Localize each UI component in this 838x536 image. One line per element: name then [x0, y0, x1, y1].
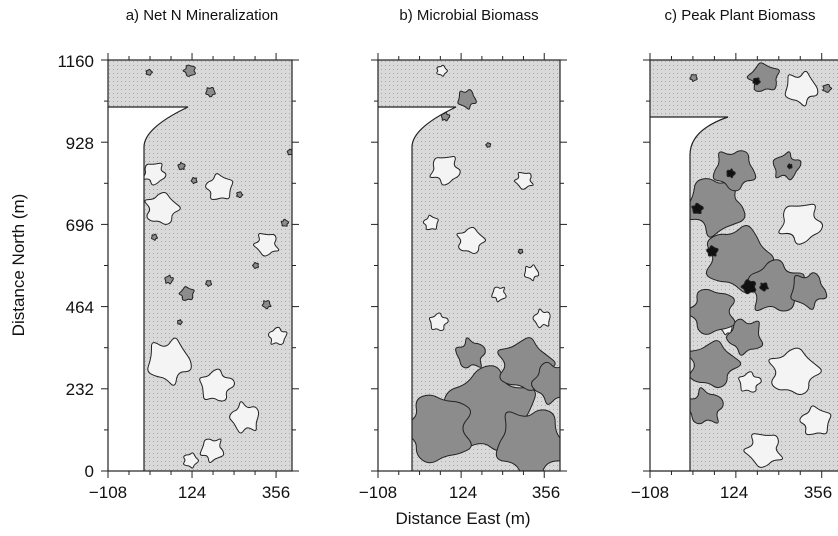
- contour-patch-dark: [712, 150, 757, 192]
- contour-patch-light: [422, 214, 439, 231]
- x-tick-label: 124: [178, 483, 206, 502]
- x-tick-label: 124: [449, 483, 477, 502]
- contour-patch-dark: [517, 248, 524, 255]
- contour-patch-dark: [182, 64, 196, 77]
- x-tick-label: −108: [89, 483, 127, 502]
- x-tick-label: −108: [631, 483, 669, 502]
- contour-patches: [683, 62, 833, 468]
- contour-patch-light: [428, 312, 449, 331]
- site-outline: [108, 106, 189, 471]
- panel-net-n-mineralization: a) Net N Mineralization −108 124 356 0 2…: [9, 7, 299, 502]
- contour-patch-black: [752, 77, 761, 86]
- contour-patch-light: [144, 192, 181, 225]
- x-axis-title: Distance East (m): [395, 509, 530, 528]
- contour-patch-light: [199, 438, 225, 463]
- y-axis-title: Distance North (m): [9, 194, 28, 337]
- contour-patch-dark: [151, 233, 158, 241]
- contour-patch-dark: [164, 274, 174, 285]
- contour-patch-dark: [457, 89, 477, 110]
- contour-patch-dark: [280, 218, 290, 227]
- x-tick-label: 356: [804, 483, 832, 502]
- contour-patch-light: [799, 405, 832, 436]
- contour-patch-dark: [235, 191, 244, 199]
- contour-patch-light: [778, 203, 824, 245]
- contour-patch-dark: [178, 286, 195, 301]
- axis-ticks: [101, 53, 299, 478]
- axis-ticks: [643, 53, 823, 478]
- contour-patch-light: [456, 226, 487, 254]
- contour-patch-light: [229, 401, 260, 434]
- contour-patch-light: [436, 64, 448, 77]
- contour-patch-light: [253, 233, 280, 257]
- site-outline: [378, 106, 457, 471]
- contour-patch-dark: [485, 142, 492, 148]
- x-tick-label: 356: [262, 483, 290, 502]
- contour-patch-light: [429, 156, 461, 186]
- contour-patch-light: [183, 452, 199, 469]
- contour-patch-light: [513, 171, 534, 190]
- y-tick-label: 1160: [57, 52, 94, 71]
- contour-patch-dark: [177, 319, 183, 326]
- contour-patch-dark: [252, 262, 259, 269]
- x-tick-label: 356: [532, 483, 560, 502]
- panel-peak-plant-biomass: c) Peak Plant Biomass −108 124 356: [631, 7, 838, 502]
- site-outline: [650, 116, 729, 471]
- x-tick-label: −108: [359, 483, 397, 502]
- x-tick-label: 124: [720, 483, 748, 502]
- contour-patch-black: [706, 245, 719, 257]
- contour-patches: [397, 64, 560, 471]
- contour-patch-dark: [190, 177, 198, 185]
- contour-patch-dark: [822, 83, 833, 93]
- contour-patch-light: [784, 70, 819, 107]
- contour-patch-light: [147, 337, 192, 386]
- axis-ticks: [371, 53, 567, 478]
- contour-patch-light: [491, 286, 507, 303]
- contour-patch-dark: [455, 337, 486, 369]
- contour-patch-dark: [772, 151, 802, 181]
- contour-patch-light: [768, 347, 822, 395]
- contour-patch-dark: [726, 318, 764, 356]
- contour-patch-dark: [687, 340, 742, 389]
- y-tick-label: 928: [66, 134, 94, 153]
- contour-patch-dark: [261, 300, 272, 310]
- contour-patch-black: [726, 168, 736, 179]
- contour-patch-light: [199, 368, 235, 402]
- y-tick-label: 232: [66, 380, 94, 399]
- y-tick-label: 0: [85, 462, 94, 481]
- contour-patch-dark: [790, 272, 828, 310]
- contour-patch-dark: [205, 87, 216, 98]
- contour-patch-light: [268, 326, 288, 345]
- contour-patch-black: [740, 279, 757, 295]
- panel-title: c) Peak Plant Biomass: [665, 7, 816, 24]
- contour-patch-dark: [397, 394, 472, 464]
- contour-patch-dark: [495, 409, 560, 471]
- contour-patch-light: [738, 371, 762, 393]
- y-tick-label: 696: [66, 216, 94, 235]
- contour-patch-light: [532, 308, 551, 329]
- contour-patch-dark: [177, 161, 186, 171]
- panel-microbial-biomass: b) Microbial Biomass −108 124 356 Distan…: [359, 7, 567, 528]
- panel-title: b) Microbial Biomass: [399, 7, 538, 24]
- contour-patch-dark: [205, 280, 213, 287]
- contour-patch-light: [205, 173, 234, 201]
- contour-patch-black: [786, 163, 793, 170]
- contour-patch-dark: [689, 74, 698, 82]
- contour-patches: [142, 64, 292, 469]
- contour-patch-dark: [531, 361, 560, 405]
- contour-patch-dark: [145, 68, 153, 76]
- contour-patch-black: [691, 202, 704, 215]
- contour-patch-black: [759, 282, 769, 292]
- panel-title: a) Net N Mineralization: [126, 7, 279, 24]
- contour-patch-light: [743, 433, 784, 468]
- contour-patch-light: [523, 264, 540, 282]
- contour-patch-dark: [440, 111, 451, 122]
- y-tick-label: 464: [66, 298, 94, 317]
- plot-background: [108, 60, 292, 471]
